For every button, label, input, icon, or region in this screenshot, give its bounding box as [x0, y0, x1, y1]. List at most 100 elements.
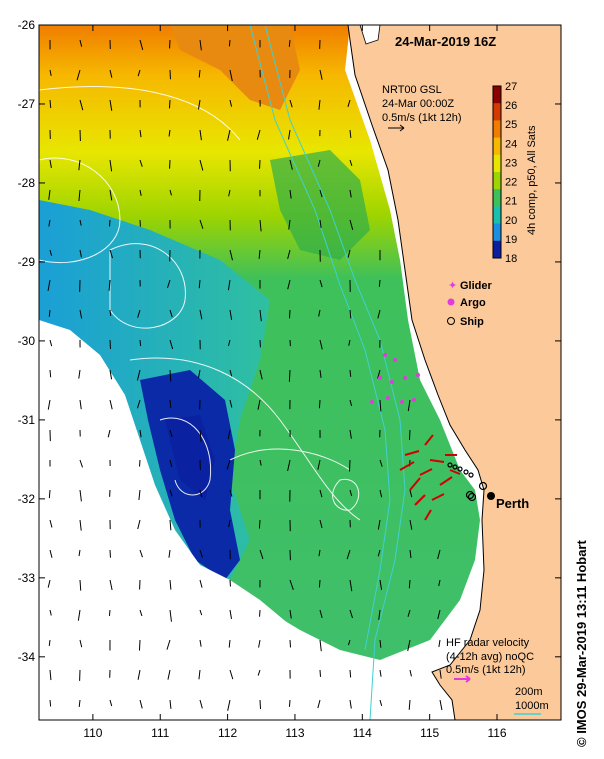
- current-vector: [199, 639, 202, 647]
- lon-tick-label: 112: [218, 726, 237, 740]
- map-timestamp: 24-Mar-2019 16Z: [395, 34, 496, 49]
- current-vector: [438, 579, 441, 587]
- current-vector: [288, 699, 291, 707]
- island: [359, 25, 381, 45]
- current-vector: [229, 399, 233, 408]
- current-vector: [137, 309, 141, 318]
- current-vector: [407, 639, 411, 652]
- current-vector: [227, 699, 231, 711]
- current-vector: [379, 669, 382, 677]
- current-vector: [48, 219, 51, 227]
- current-vector: [79, 519, 82, 531]
- current-vector: [439, 699, 443, 711]
- current-vector: [108, 609, 111, 616]
- current-vector: [199, 609, 203, 616]
- current-vector: [319, 519, 323, 529]
- current-vector: [289, 579, 294, 590]
- current-vector: [257, 399, 261, 410]
- current-vector: [258, 639, 261, 648]
- colorbar-tick-label: 27: [505, 81, 517, 93]
- current-vector: [169, 459, 173, 468]
- current-vector: [48, 639, 51, 646]
- current-vector: [349, 609, 353, 619]
- current-vector: [76, 69, 81, 81]
- current-vector: [198, 669, 201, 680]
- colorbar-tick-label: 26: [505, 100, 517, 112]
- current-vector: [318, 309, 321, 317]
- ship-icon: [447, 317, 455, 325]
- current-vector: [229, 489, 233, 497]
- current-vector: [49, 549, 53, 558]
- current-vector: [349, 219, 354, 230]
- lon-tick-label: 113: [285, 726, 304, 740]
- current-vector: [109, 69, 113, 78]
- current-vector: [109, 159, 113, 172]
- hf-radar-line3: 0.5m/s (1kt 12h): [446, 664, 525, 676]
- current-vector: [409, 519, 413, 530]
- current-vector: [229, 69, 233, 82]
- current-vector: [259, 549, 264, 560]
- current-vector: [229, 669, 234, 680]
- current-vector: [199, 549, 203, 558]
- legend-ship-label: Ship: [460, 316, 484, 328]
- current-vector: [109, 189, 113, 201]
- current-vector: [78, 369, 81, 379]
- current-vector: [319, 639, 322, 652]
- current-vector: [48, 309, 51, 317]
- current-vector: [379, 459, 383, 467]
- current-vector: [138, 639, 141, 651]
- current-scale-arrow: [388, 124, 405, 132]
- current-vector: [139, 159, 143, 167]
- lon-tick-label: 110: [83, 726, 102, 740]
- current-vector: [79, 459, 83, 468]
- current-vector: [349, 669, 352, 678]
- latitude-axis: -26 -27 -28 -29 -30 -31 -32 -33 -34: [18, 18, 561, 664]
- hf-radar-line2: (4-12h avg) noQC: [446, 651, 534, 663]
- current-vector: [109, 99, 113, 111]
- current-vector: [49, 159, 52, 168]
- current-vector: [319, 69, 323, 80]
- current-vector: [319, 369, 322, 378]
- current-info-line2: 24-Mar 00:00Z: [382, 98, 454, 110]
- current-vector: [49, 69, 52, 76]
- colorbar-label: 4h comp, p50, All Sats: [526, 125, 538, 235]
- current-vector: [169, 399, 172, 408]
- glider-icon: ✦: [448, 280, 457, 292]
- ship-track: [447, 462, 488, 502]
- current-vector: [288, 369, 291, 382]
- current-vector: [169, 369, 172, 382]
- current-vector: [168, 129, 171, 137]
- hf-scale-arrow: [454, 675, 471, 683]
- current-vector: [319, 279, 323, 288]
- current-vector: [347, 249, 351, 258]
- current-vector: [319, 669, 322, 677]
- current-vector: [229, 99, 233, 107]
- current-vector: [408, 699, 411, 710]
- current-vector: [349, 489, 353, 497]
- current-vector: [169, 609, 172, 622]
- legend-ship: Ship: [447, 316, 484, 328]
- lat-tick-label: -30: [18, 334, 36, 348]
- hf-radar-line1: HF radar velocity: [446, 637, 530, 649]
- current-vector: [349, 399, 353, 407]
- current-vector: [137, 69, 141, 77]
- current-vector: [107, 429, 111, 438]
- current-vector: [169, 339, 174, 350]
- current-vector: [228, 39, 231, 47]
- current-vector: [138, 489, 141, 501]
- current-vector: [287, 249, 291, 260]
- current-vector: [49, 699, 52, 707]
- current-vector: [139, 339, 142, 347]
- current-vector: [228, 639, 231, 648]
- current-vector: [78, 189, 81, 202]
- perth-marker: [487, 492, 495, 500]
- sst-coldest-core: [165, 415, 215, 500]
- current-vector: [169, 489, 173, 497]
- current-vector: [378, 609, 381, 620]
- current-vector: [409, 489, 413, 498]
- colorbar-tick-label: 25: [505, 119, 517, 131]
- current-vector: [379, 489, 383, 498]
- current-vector: [346, 549, 351, 560]
- current-vector: [78, 159, 81, 171]
- current-vector: [167, 279, 171, 289]
